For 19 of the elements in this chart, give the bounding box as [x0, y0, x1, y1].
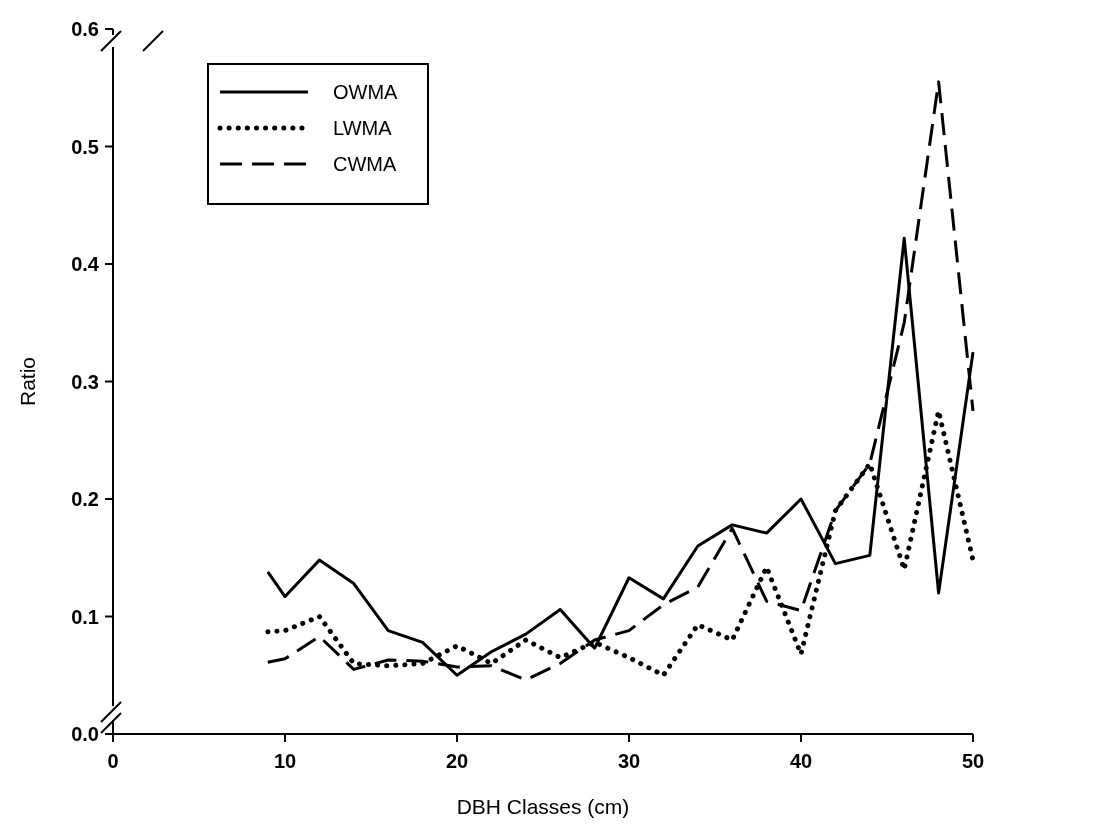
x-tick-label: 20 [445, 750, 469, 772]
x-tick-label: 30 [617, 750, 641, 772]
line-series [266, 80, 975, 682]
legend-label: CWMA [333, 153, 397, 175]
y-tick-label: 0.5 [71, 135, 99, 158]
y-axis-title: Ratio [16, 356, 39, 407]
y-tick-label: 0.0 [71, 723, 99, 745]
y-tick-label: 0.2 [71, 488, 99, 510]
legend-label: OWMA [333, 81, 399, 103]
y-tick-label: 0.4 [71, 253, 100, 275]
x-axis-title: DBH Classes (cm) [456, 795, 630, 818]
y-tick-label: 0.3 [71, 370, 99, 393]
legend-label: LWMA [333, 117, 393, 139]
x-tick-label: 40 [789, 750, 813, 772]
x-tick-label: 10 [273, 750, 297, 772]
y-tick-label: 0.6 [71, 18, 99, 40]
y-tick-label: 0.1 [71, 605, 99, 628]
x-tick-label: 0 [107, 750, 119, 772]
x-tick-label: 50 [961, 750, 985, 772]
